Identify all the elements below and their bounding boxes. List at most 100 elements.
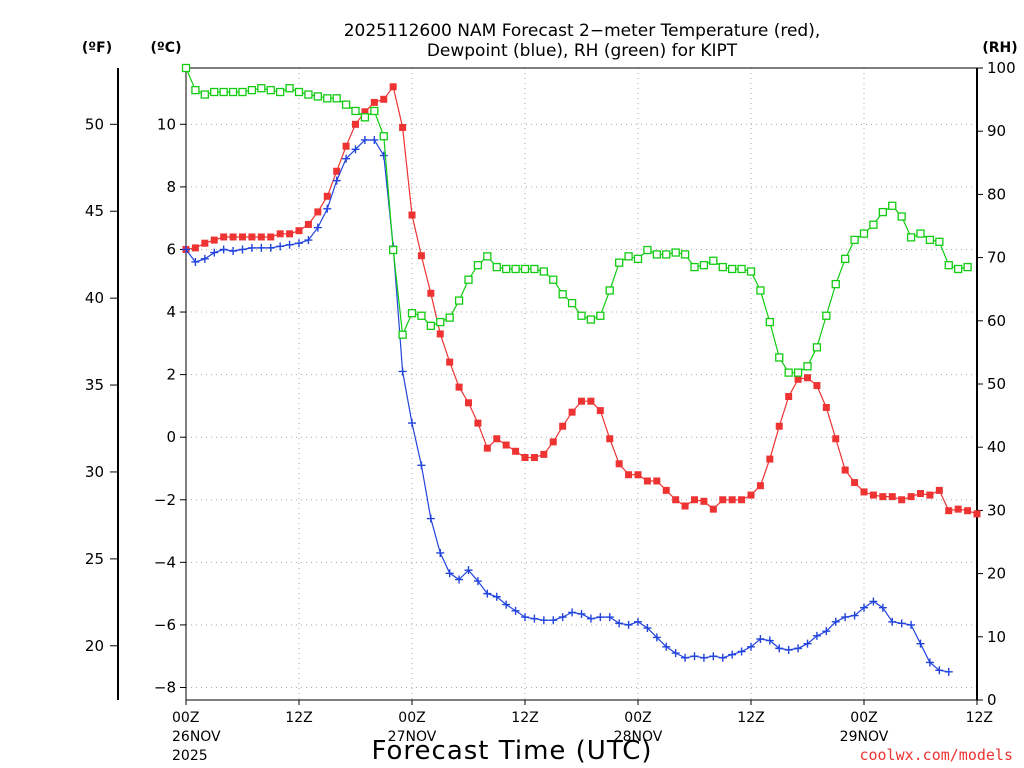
temperature-point — [756, 482, 764, 490]
rh-point — [954, 264, 963, 274]
dewpoint-point — [737, 647, 746, 656]
dewpoint-point — [878, 603, 887, 612]
rh-point — [304, 90, 313, 99]
temperature-point — [342, 142, 350, 150]
rh-point — [266, 85, 275, 95]
dewpoint-point — [426, 514, 435, 523]
dewpoint-point — [295, 239, 303, 248]
temperature-point — [700, 497, 708, 505]
rh-tick-label: 10 — [987, 628, 1006, 646]
temperature-point — [540, 450, 548, 458]
rh-point — [502, 264, 511, 274]
dewpoint-point — [219, 245, 228, 254]
temperature-point — [643, 477, 651, 485]
temperature-point — [917, 490, 924, 498]
temperature-point — [841, 466, 849, 474]
temperature-point — [276, 230, 284, 238]
rh-point — [530, 264, 539, 274]
rh-point — [699, 261, 709, 270]
rh-point — [822, 311, 831, 320]
dewpoint-point — [935, 666, 944, 675]
rh-point — [351, 106, 360, 116]
dewpoint-point — [850, 611, 859, 620]
temperature-point — [446, 358, 454, 366]
rh-point — [181, 63, 191, 73]
chart-title-line1: 2025112600 NAM Forecast 2−meter Temperat… — [344, 21, 821, 41]
x-tick-label: 00Z — [624, 710, 651, 726]
celsius-tick-label: 10 — [157, 115, 176, 133]
dewpoint-point — [360, 135, 369, 144]
rh-point — [916, 229, 925, 238]
temperature-point — [257, 233, 265, 241]
rh-point — [294, 87, 304, 97]
temperature-point — [389, 83, 397, 91]
dewpoint-point — [577, 609, 586, 618]
rh-point — [869, 220, 878, 229]
rh-point — [341, 100, 351, 109]
x-tick-label: 00Z — [172, 710, 199, 726]
dewpoint-point — [238, 245, 247, 254]
rh-point — [473, 261, 483, 270]
temperature-point — [926, 491, 934, 499]
temperature-point — [738, 496, 746, 504]
dewpoint-point — [897, 619, 906, 628]
x-tick-label: 12Z — [737, 710, 764, 726]
dewpoint-point — [699, 653, 708, 662]
temperature-series — [182, 83, 981, 518]
dewpoint-point — [276, 242, 285, 251]
temperature-point — [973, 510, 981, 518]
rh-unit-label: (RH) — [982, 40, 1017, 56]
temperature-point — [267, 233, 275, 241]
dewpoint-point — [747, 642, 755, 651]
temperature-point — [549, 438, 557, 446]
temperature-point — [239, 233, 246, 241]
rh-point — [586, 315, 596, 324]
temperature-point — [370, 98, 378, 106]
temperature-point — [775, 422, 783, 430]
dewpoint-point — [436, 548, 445, 557]
dewpoint-point — [822, 627, 831, 636]
grid-lines — [185, 68, 978, 700]
rh-point — [671, 248, 680, 257]
dewpoint-point — [586, 614, 595, 623]
rh-point — [360, 113, 370, 122]
dewpoint-point — [831, 617, 840, 626]
dewpoint-point — [605, 613, 614, 622]
rh-point — [483, 252, 492, 261]
plot-frame — [185, 67, 978, 701]
temperature-point — [512, 447, 520, 455]
rh-point — [812, 343, 822, 352]
temperature-point — [427, 289, 435, 297]
dewpoint-point — [445, 569, 454, 578]
dewpoint-point — [803, 639, 812, 648]
dewpoint-point — [521, 613, 529, 622]
dewpoint-point — [379, 151, 388, 160]
dewpoint-point — [615, 619, 624, 628]
dewpoint-point — [408, 419, 416, 428]
dewpoint-point — [285, 240, 294, 249]
dewpoint-point — [492, 592, 501, 601]
rh-point — [803, 362, 812, 371]
dewpoint-point — [765, 636, 774, 645]
dewpoint-point — [417, 461, 426, 470]
dewpoint-point — [944, 667, 953, 676]
temperature-point — [709, 505, 717, 513]
celsius-unit-label: (ºC) — [151, 40, 182, 56]
dewpoint-point — [229, 247, 238, 256]
temperature-point — [691, 496, 698, 504]
dewpoint-point — [775, 644, 784, 653]
x-tick-label: 00Z — [398, 710, 425, 726]
fahrenheit-tick-label: 50 — [85, 115, 104, 133]
temperature-point — [314, 208, 322, 216]
dewpoint-point — [200, 254, 209, 263]
temperature-point — [851, 479, 859, 487]
rh-point — [831, 279, 840, 289]
fahrenheit-tick-label: 40 — [85, 289, 104, 307]
dewpoint-point — [841, 613, 850, 622]
temperature-point — [728, 496, 736, 504]
temperature-point — [719, 496, 727, 504]
temperature-point — [785, 393, 793, 401]
credit-text: coolwx.com/models — [859, 746, 1013, 764]
temperature-point — [653, 477, 661, 485]
chart-axes — [110, 67, 983, 705]
